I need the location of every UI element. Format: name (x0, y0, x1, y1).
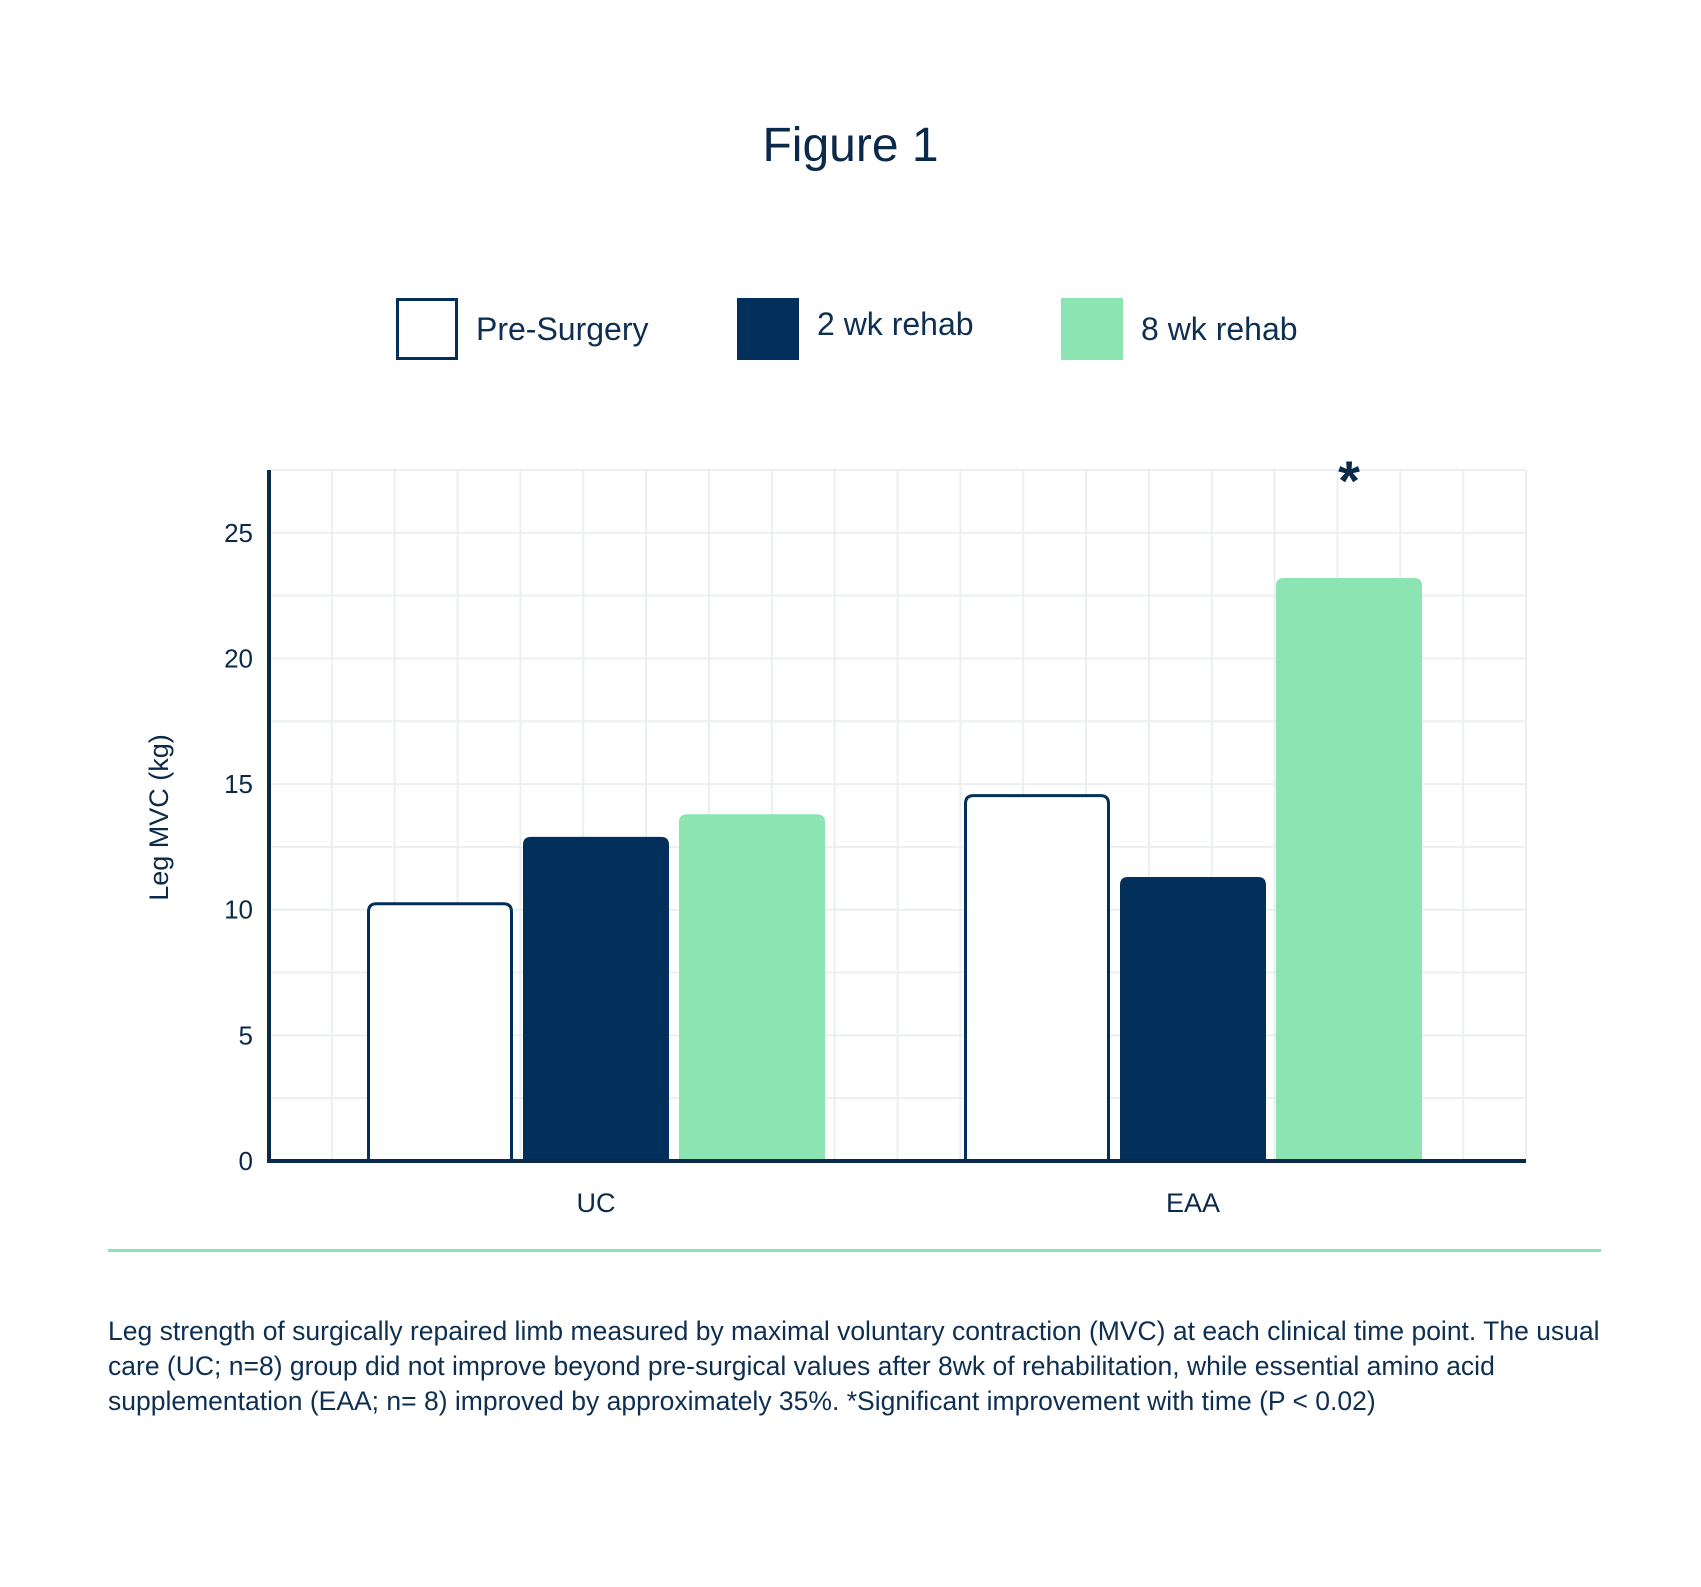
legend-swatch-2wk-rehab (737, 298, 799, 360)
divider (108, 1249, 1601, 1252)
y-tick-label: 10 (224, 895, 253, 925)
bar-uc-8-wk-rehab (679, 814, 825, 1161)
x-tick-label: UC (577, 1188, 616, 1218)
y-tick-label: 0 (239, 1146, 253, 1176)
axes (267, 470, 1526, 1163)
y-axis-title: Leg MVC (kg) (144, 734, 174, 901)
y-tick-label: 25 (224, 518, 253, 548)
bar-eaa-8-wk-rehab (1276, 578, 1422, 1161)
bars (367, 578, 1422, 1161)
legend-label-pre-surgery: Pre-Surgery (476, 310, 649, 347)
legend-item-pre-surgery: Pre-Surgery (396, 298, 649, 360)
legend-label-8wk-rehab: 8 wk rehab (1141, 310, 1298, 347)
axis-labels: UC EAA * 0 5 10 15 20 25 Leg MVC (kg) (144, 449, 1360, 1218)
legend-item-8wk-rehab: 8 wk rehab (1061, 298, 1298, 360)
y-tick-label: 15 (224, 769, 253, 799)
bar-eaa-2-wk-rehab (1120, 877, 1266, 1161)
y-tick-label: 20 (224, 643, 253, 673)
x-tick-label: EAA (1166, 1188, 1220, 1218)
significance-asterisk: * (1338, 449, 1360, 512)
legend-swatch-8wk-rehab (1061, 298, 1123, 360)
y-tick-label: 5 (239, 1020, 253, 1050)
bar-uc-2-wk-rehab (523, 836, 669, 1161)
figure-caption: Leg strength of surgically repaired limb… (108, 1316, 1600, 1416)
legend-item-2wk-rehab: 2 wk rehab (737, 298, 974, 360)
figure-title: Figure 1 (762, 119, 939, 172)
bar-chart: UC EAA * 0 5 10 15 20 25 Leg MVC (kg) (144, 449, 1527, 1218)
legend-swatch-pre-surgery (396, 298, 458, 360)
bar-uc-pre-surgery (367, 902, 513, 1161)
legend-label-2wk-rehab: 2 wk rehab (817, 305, 974, 342)
bar-eaa-pre-surgery (964, 794, 1110, 1161)
